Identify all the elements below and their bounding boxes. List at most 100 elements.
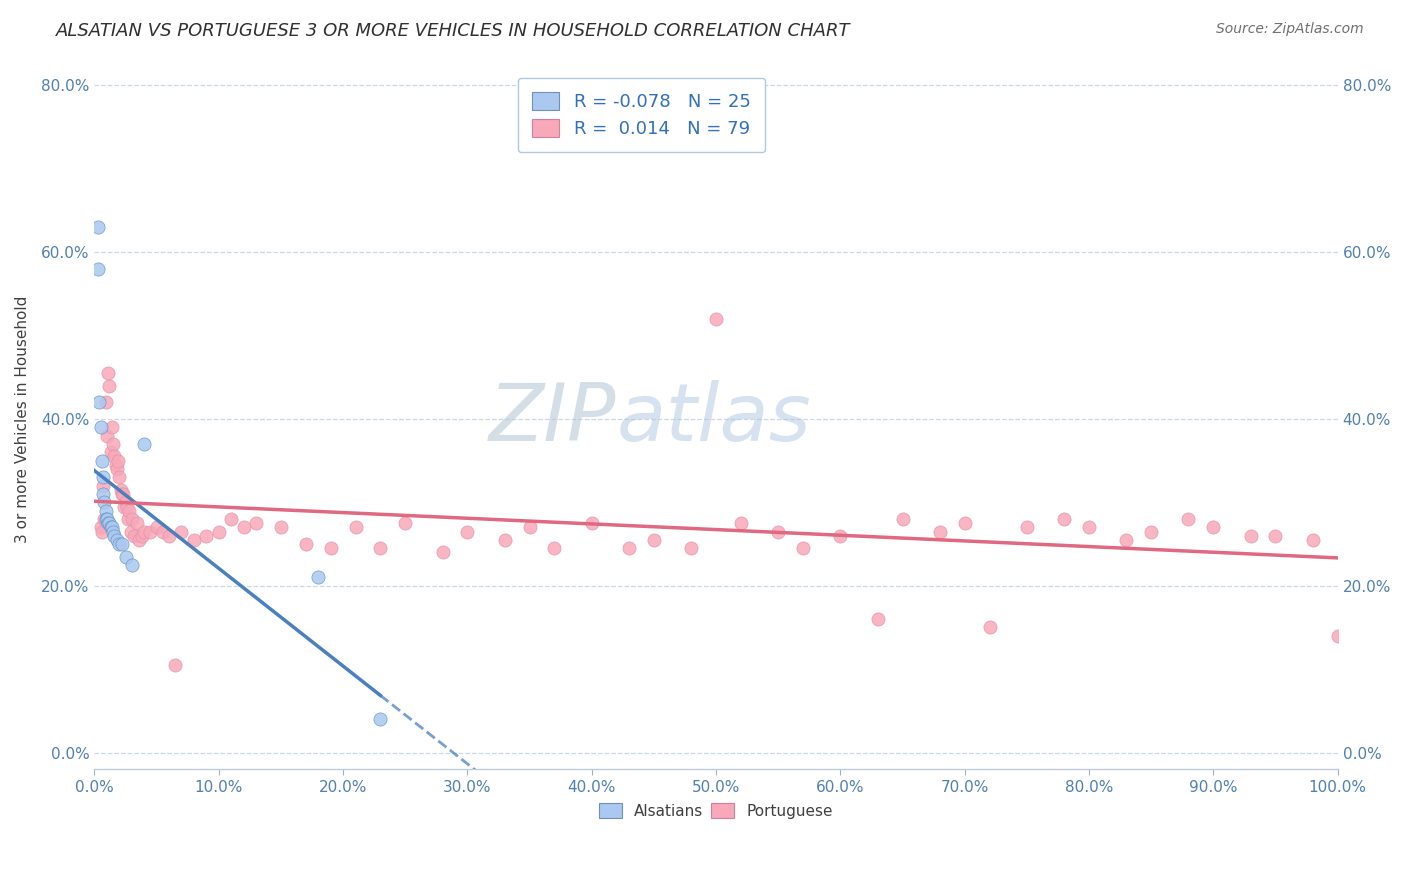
Point	[105, 533, 128, 547]
Point	[108, 470, 131, 484]
Point	[104, 458, 127, 472]
Point	[87, 220, 110, 235]
Point	[1302, 533, 1324, 547]
Point	[891, 512, 914, 526]
Point	[96, 428, 118, 442]
Point	[830, 529, 852, 543]
Point	[98, 378, 121, 392]
Point	[97, 366, 120, 380]
Point	[208, 524, 231, 539]
Point	[115, 500, 138, 514]
Point	[145, 520, 167, 534]
Point	[131, 529, 153, 543]
Point	[134, 524, 156, 539]
Point	[232, 520, 254, 534]
Point	[114, 549, 136, 564]
Point	[114, 495, 136, 509]
Point	[1015, 520, 1038, 534]
Point	[91, 487, 114, 501]
Point	[90, 420, 112, 434]
Point	[953, 516, 976, 531]
Point	[101, 520, 124, 534]
Text: Source: ZipAtlas.com: Source: ZipAtlas.com	[1216, 22, 1364, 37]
Point	[134, 437, 156, 451]
Point	[270, 520, 292, 534]
Point	[111, 487, 134, 501]
Point	[394, 516, 416, 531]
Point	[792, 541, 814, 556]
Point	[1202, 520, 1225, 534]
Point	[128, 533, 150, 547]
Point	[183, 533, 205, 547]
Point	[94, 512, 117, 526]
Point	[93, 512, 115, 526]
Point	[97, 516, 120, 531]
Point	[543, 541, 565, 556]
Point	[105, 462, 128, 476]
Point	[91, 478, 114, 492]
Point	[681, 541, 703, 556]
Point	[581, 516, 603, 531]
Point	[456, 524, 478, 539]
Point	[319, 541, 342, 556]
Point	[121, 558, 143, 572]
Text: ZIP: ZIP	[489, 380, 617, 458]
Point	[1115, 533, 1137, 547]
Point	[101, 420, 124, 434]
Point	[1078, 520, 1101, 534]
Point	[111, 537, 134, 551]
Point	[643, 533, 665, 547]
Point	[108, 537, 131, 551]
Point	[195, 529, 218, 543]
Point	[370, 712, 392, 726]
Point	[928, 524, 950, 539]
Point	[89, 395, 111, 409]
Point	[730, 516, 752, 531]
Point	[112, 487, 135, 501]
Point	[766, 524, 789, 539]
Point	[370, 541, 392, 556]
Point	[1239, 529, 1261, 543]
Point	[219, 512, 242, 526]
Point	[307, 570, 329, 584]
Point	[90, 520, 112, 534]
Point	[170, 524, 193, 539]
Point	[120, 524, 142, 539]
Point	[344, 520, 367, 534]
Y-axis label: 3 or more Vehicles in Household: 3 or more Vehicles in Household	[15, 295, 30, 542]
Point	[519, 520, 541, 534]
Point	[1140, 524, 1163, 539]
Point	[617, 541, 640, 556]
Point	[121, 512, 143, 526]
Point	[117, 512, 139, 526]
Point	[100, 445, 122, 459]
Point	[125, 516, 148, 531]
Point	[165, 658, 187, 673]
Point	[94, 504, 117, 518]
Text: atlas: atlas	[617, 380, 811, 458]
Point	[157, 529, 180, 543]
Point	[432, 545, 454, 559]
Point	[152, 524, 174, 539]
Point	[245, 516, 267, 531]
Point	[122, 529, 145, 543]
Point	[295, 537, 318, 551]
Point	[979, 620, 1001, 634]
Point	[94, 395, 117, 409]
Point	[866, 612, 889, 626]
Point	[118, 504, 141, 518]
Point	[112, 500, 135, 514]
Point	[704, 311, 727, 326]
Point	[103, 450, 125, 464]
Point	[1177, 512, 1199, 526]
Legend: Alsatians, Portuguese: Alsatians, Portuguese	[593, 797, 839, 825]
Point	[1326, 629, 1348, 643]
Point	[93, 495, 115, 509]
Point	[139, 524, 162, 539]
Point	[1053, 512, 1076, 526]
Point	[101, 524, 124, 539]
Point	[96, 512, 118, 526]
Point	[103, 529, 125, 543]
Point	[110, 483, 132, 497]
Point	[91, 470, 114, 484]
